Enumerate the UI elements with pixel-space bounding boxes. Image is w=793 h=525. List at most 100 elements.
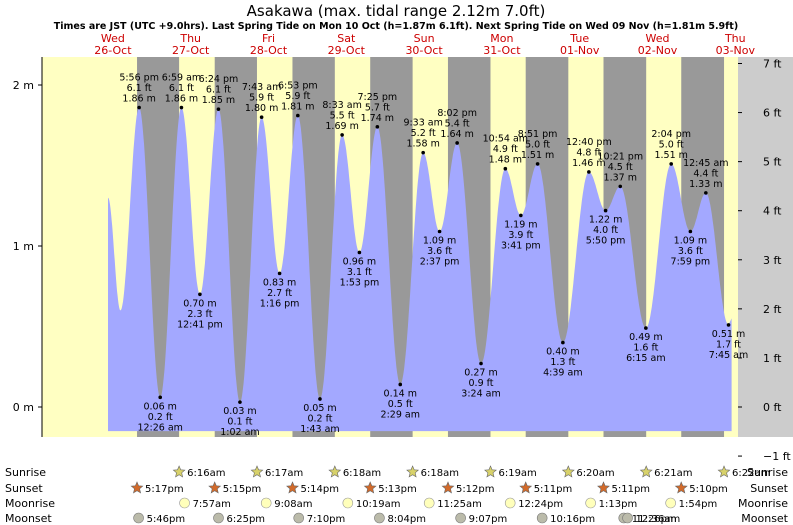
sunrise-icon [561,465,575,478]
tide-point [179,105,184,110]
tide-point [398,382,403,387]
almanac-row-label-right: Moonrise [738,497,788,510]
tide-height-m: 1.09 m [674,236,707,247]
sunset-time: 5:17pm [145,484,184,495]
moonrise-time: 1:13pm [599,499,638,510]
tide-height-m: 1.09 m [423,236,456,247]
sunset-time: 5:15pm [223,484,262,495]
tide-point [216,107,221,111]
moonset-icon [374,512,385,524]
almanac-row-label-left: Sunrise [5,466,46,479]
tide-height-m: 1.85 m [202,95,235,106]
tide-height-ft: 1.6 ft [633,343,658,354]
almanac: Sunrise Sunrise Sunset Sunset Moonrise Moonri… [5,465,789,525]
tide-point [455,141,459,145]
tide-point [503,166,508,171]
tide-time-label: 6:24 pm [199,74,239,85]
tide-height-m: 1.51 m [521,150,554,161]
tide-height-ft: 4.0 ft [593,225,618,236]
moonrise-time: 12:24pm [518,499,563,510]
tide-point [238,400,242,404]
tide-point [318,397,322,401]
tide-point [357,250,362,255]
day-weekday: Fri [262,32,275,45]
tide-time-label: 1:53 pm [340,277,380,288]
day-weekday: Wed [646,32,670,45]
tide-point [535,162,540,166]
right-tick-label: 2 ft [763,303,782,316]
tide-height-ft: 6.1 ft [169,83,194,94]
tide-height-ft: 5.2 ft [411,128,436,139]
chart-title: Asakawa (max. tidal range 2.12m 7.0ft) [247,2,546,20]
tide-height-m: 1.64 m [440,129,473,140]
day-headers: Wed26-OctThu27-OctFri28-OctSat29-OctSun3… [94,32,755,57]
tide-height-m: 0.49 m [629,332,662,343]
left-tick-label: 1 m [13,240,34,253]
axes: 0 m 1 m 2 m −1 ft 0 ft 1 ft 2 ft 3 ft 4 ft 5 ft 6 … [13,57,791,463]
moonrise-icon [665,497,676,509]
tide-point [421,150,425,155]
sunrise-time: 6:19am [498,468,536,479]
tide-time-label: 12:41 pm [177,319,223,330]
tide-height-ft: 1.3 ft [550,357,575,368]
moonrise-icon [585,497,596,509]
tide-time-label: 5:50 pm [586,236,626,247]
tide-time-label: 7:45 am [709,350,748,361]
right-tick-label: 0 ft [763,401,782,414]
tide-height-m: 1.86 m [122,94,155,105]
moonset-time: 6:25pm [227,514,266,525]
tide-point [618,184,623,189]
tide-height-m: 0.51 m [712,329,745,340]
day-weekday: Mon [490,32,513,45]
day-date: 31-Oct [483,44,521,57]
tide-height-m: 1.58 m [406,139,439,150]
tide-time-label: 10:54 am [483,134,528,145]
tide-height-m: 0.14 m [384,388,417,399]
right-tick-label: −1 ft [763,450,791,463]
sunrise-time: 6:16am [187,468,225,479]
day-date: 01-Nov [560,44,600,57]
tide-time-label: 2:29 am [381,409,420,420]
tide-height-ft: 6.1 ft [127,83,152,94]
tide-time-label: 4:39 am [543,368,582,379]
sunrise-icon [717,465,731,478]
sunrise-icon [639,465,653,478]
tide-time-label: 8:33 am [322,100,361,111]
sunrise-icon [172,465,186,478]
day-weekday: Thu [179,32,201,45]
right-tick-label: 7 ft [763,57,782,70]
day-weekday: Sun [414,32,435,45]
tide-height-ft: 4.4 ft [693,168,718,179]
tide-point [561,340,565,345]
tide-point [669,162,673,166]
sunset-icon [130,481,144,494]
sunrise-time: 6:18am [421,468,459,479]
tide-time-label: 8:51 pm [518,129,558,140]
tide-height-m: 1.19 m [504,219,537,230]
tide-area [108,107,732,432]
almanac-row-label-left: Moonset [5,512,52,525]
sunrise-time: 6:17am [265,468,303,479]
tide-time-label: 12:26 am [137,422,182,433]
right-tick-label: 3 ft [763,254,782,267]
day-weekday: Thu [724,32,746,45]
tide-curve [108,107,732,432]
tide-point [519,213,523,218]
tide-time-label: 1:16 pm [260,298,300,309]
tide-time-label: 8:02 pm [437,108,477,119]
tide-time-label: 6:15 am [626,353,665,364]
day-date: 27-Oct [172,44,210,57]
moonrise-icon [260,497,272,509]
day-weekday: Sat [337,32,356,45]
sunset-icon [597,481,610,494]
tide-height-m: 0.40 m [546,347,579,358]
sunset-icon [519,481,533,494]
sunrise-icon [328,465,342,478]
tide-point [158,395,163,400]
day-weekday: Wed [101,32,125,45]
chart-subtitle: Times are JST (UTC +9.0hrs). Last Spring… [54,21,738,32]
sunset-time: 5:11pm [534,484,573,495]
sunset-time: 5:11pm [612,484,651,495]
day-date: 28-Oct [250,44,288,57]
moonset-icon [455,512,466,524]
